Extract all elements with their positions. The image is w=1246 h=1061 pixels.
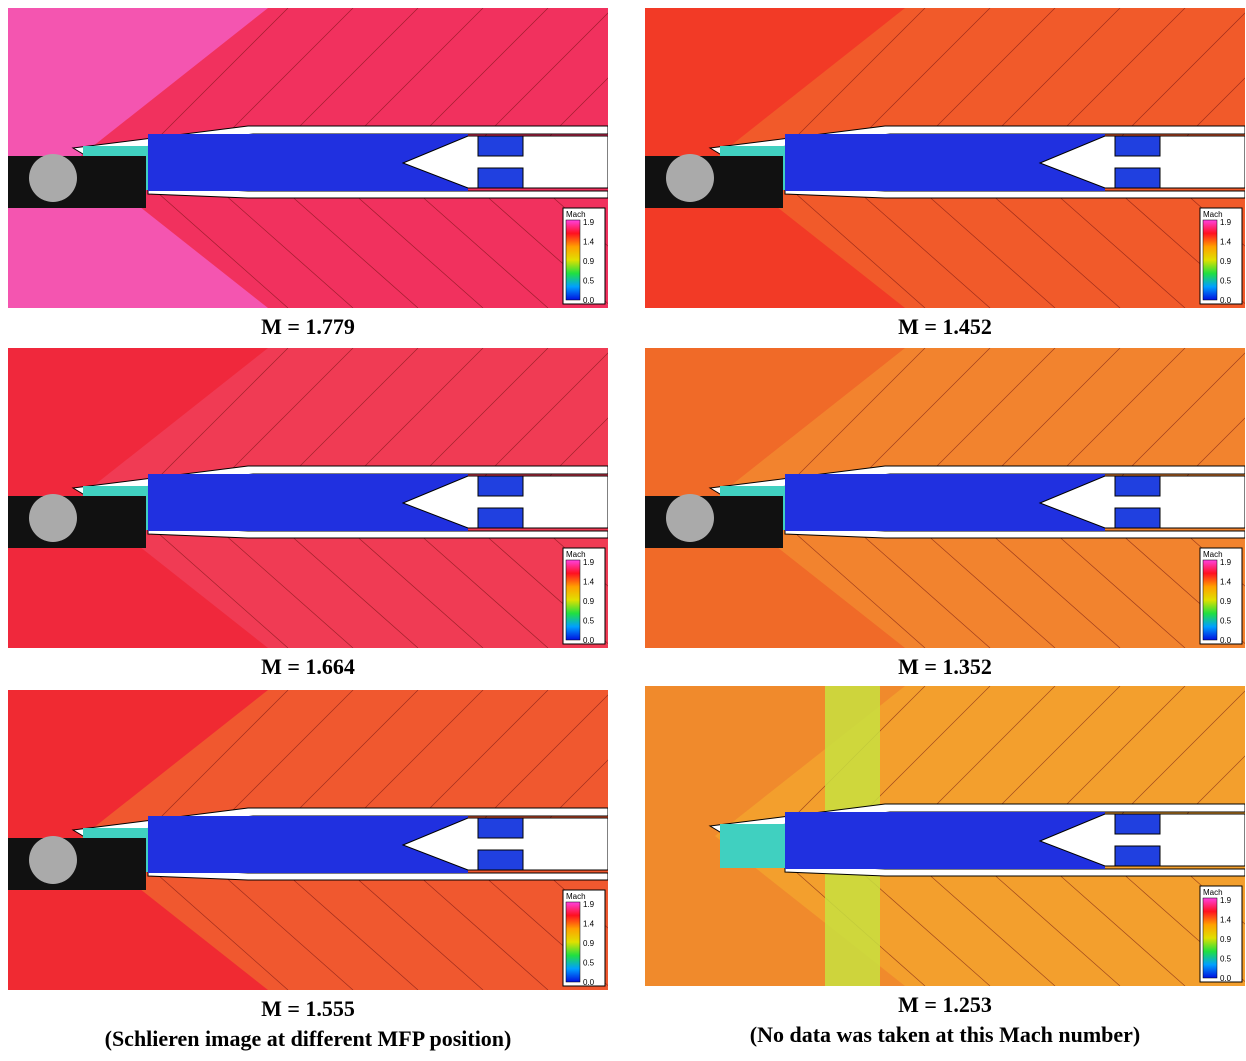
probe-upper	[1115, 476, 1160, 496]
legend-tick-label: 0.0	[1220, 296, 1232, 305]
legend-tick-label: 1.4	[583, 920, 595, 929]
probe-lower	[1115, 508, 1160, 528]
schlieren-image	[29, 154, 77, 202]
legend-tick-label: 0.9	[583, 597, 595, 606]
schlieren-inset	[8, 156, 146, 208]
legend-tick-label: 1.9	[583, 900, 595, 909]
contour-panel: Mach1.91.40.90.50.0	[645, 686, 1245, 986]
legend-tick-label: 1.9	[1220, 896, 1232, 905]
legend-tick-label: 0.5	[1220, 277, 1232, 286]
caption-note: (No data was taken at this Mach number)	[645, 1021, 1245, 1049]
legend-tick-label: 0.5	[1220, 617, 1232, 626]
legend-tick-label: 1.9	[583, 218, 595, 227]
schlieren-image	[29, 494, 77, 542]
legend-tick-label: 1.4	[583, 238, 595, 247]
legend-tick-label: 1.9	[1220, 558, 1232, 567]
probe-upper	[478, 476, 523, 496]
legend-tick-label: 0.5	[583, 617, 595, 626]
probe-upper	[1115, 136, 1160, 156]
legend-tick-label: 1.4	[583, 578, 595, 587]
caption: M = 1.253	[645, 991, 1245, 1019]
colorbar	[1203, 560, 1217, 640]
schlieren-inset	[645, 156, 783, 208]
caption: M = 1.555	[8, 995, 608, 1023]
schlieren-inset	[645, 496, 783, 548]
legend-tick-label: 0.9	[583, 257, 595, 266]
schlieren-inset	[8, 496, 146, 548]
caption: M = 1.352	[645, 653, 1245, 681]
legend-tick-label: 0.0	[583, 296, 595, 305]
legend-tick-label: 0.9	[583, 939, 595, 948]
caption-note: (Schlieren image at different MFP positi…	[8, 1025, 608, 1053]
caption: M = 1.664	[8, 653, 608, 681]
legend-tick-label: 1.4	[1220, 578, 1232, 587]
probe-upper	[478, 136, 523, 156]
schlieren-image	[29, 836, 77, 884]
colorbar	[566, 220, 580, 300]
colorbar	[566, 902, 580, 982]
legend-tick-label: 0.9	[1220, 935, 1232, 944]
schlieren-image	[666, 154, 714, 202]
legend-tick-label: 0.5	[1220, 955, 1232, 964]
colorbar	[1203, 220, 1217, 300]
legend-tick-label: 0.0	[583, 978, 595, 987]
colorbar	[1203, 898, 1217, 978]
probe-lower	[1115, 846, 1160, 866]
legend-tick-label: 1.4	[1220, 916, 1232, 925]
legend-tick-label: 1.4	[1220, 238, 1232, 247]
legend-tick-label: 0.9	[1220, 257, 1232, 266]
legend-tick-label: 0.0	[1220, 974, 1232, 983]
probe-lower	[478, 508, 523, 528]
legend-tick-label: 0.0	[1220, 636, 1232, 645]
figure: Mach1.91.40.90.50.0M = 1.779Mach1.91.40.…	[0, 0, 1246, 1061]
legend-tick-label: 0.9	[1220, 597, 1232, 606]
legend-tick-label: 1.9	[1220, 218, 1232, 227]
legend-tick-label: 0.5	[583, 277, 595, 286]
caption: M = 1.779	[8, 313, 608, 341]
legend-tick-label: 1.9	[583, 558, 595, 567]
colorbar	[566, 560, 580, 640]
schlieren-inset	[8, 838, 146, 890]
probe-upper	[1115, 814, 1160, 834]
caption: M = 1.452	[645, 313, 1245, 341]
probe-lower	[478, 168, 523, 188]
probe-upper	[478, 818, 523, 838]
probe-lower	[1115, 168, 1160, 188]
legend-tick-label: 0.5	[583, 959, 595, 968]
schlieren-image	[666, 494, 714, 542]
probe-lower	[478, 850, 523, 870]
legend-tick-label: 0.0	[583, 636, 595, 645]
